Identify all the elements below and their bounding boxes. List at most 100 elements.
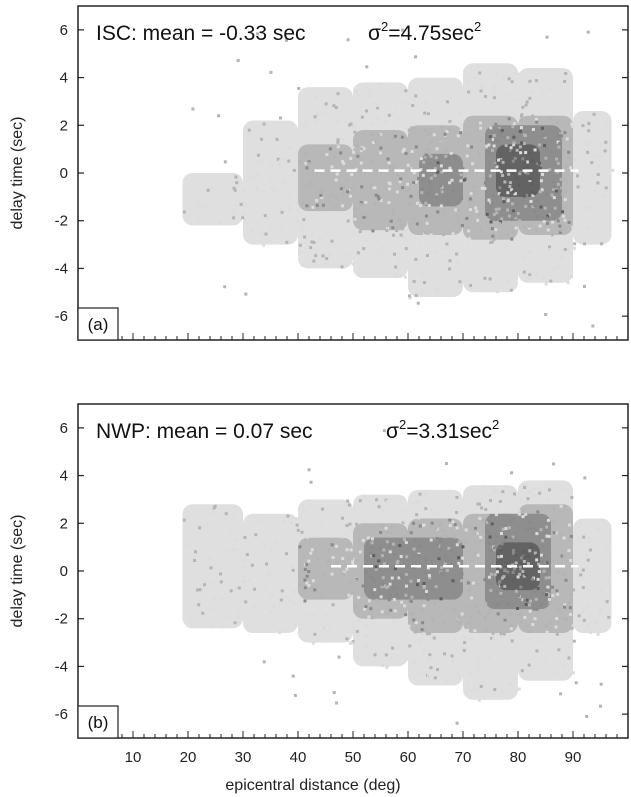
outlier-dot-16 bbox=[576, 174, 580, 178]
speckle-dot-10-25 bbox=[434, 156, 438, 160]
speckle-dot-5-0 bbox=[499, 156, 503, 160]
speckle-dot-3-14 bbox=[353, 130, 357, 134]
speckle-dot-2-60 bbox=[340, 265, 344, 269]
speckle-dot-3-46 bbox=[404, 584, 408, 588]
speckle-dot-1-16 bbox=[243, 204, 247, 208]
speckle-dot-9-10 bbox=[359, 201, 363, 205]
speckle-dot-12-0 bbox=[563, 504, 567, 508]
speckle-dot-13-7 bbox=[436, 543, 440, 547]
speckle-dot-3-16 bbox=[373, 234, 377, 238]
speckle-dot-10-39 bbox=[428, 131, 432, 135]
speckle-dot-4-33 bbox=[456, 260, 460, 264]
speckle-dot-3-20 bbox=[363, 495, 367, 499]
speckle-dot-5-23 bbox=[516, 248, 520, 252]
speckle-dot-11-10 bbox=[507, 172, 511, 176]
speckle-dot-14-4 bbox=[543, 133, 547, 137]
speckle-dot-4-56 bbox=[461, 556, 465, 560]
speckle-dot-5-57 bbox=[463, 641, 467, 645]
speckle-dot-6-57 bbox=[559, 132, 563, 136]
speckle-dot-4-70 bbox=[425, 254, 429, 258]
speckle-dot-12-43 bbox=[540, 603, 544, 607]
speckle-dot-5-5 bbox=[476, 64, 480, 68]
speckle-dot-15-9 bbox=[528, 177, 532, 181]
speckle-dot-3-13 bbox=[360, 115, 364, 119]
speckle-dot-4-21 bbox=[412, 660, 416, 664]
speckle-dot-6-25 bbox=[559, 177, 563, 181]
density-band-13 bbox=[419, 153, 463, 207]
speckle-dot-3-41 bbox=[387, 113, 391, 117]
speckle-dot-12-23 bbox=[523, 170, 527, 174]
x-tick-label-6: 70 bbox=[455, 749, 472, 766]
speckle-dot-14-35 bbox=[552, 185, 556, 189]
speckle-dot-6-7 bbox=[562, 148, 566, 152]
speckle-dot-5-35 bbox=[487, 575, 491, 579]
speckle-dot-6-47 bbox=[525, 100, 529, 104]
speckle-dot-12-10 bbox=[551, 585, 555, 589]
speckle-dot-1-25 bbox=[263, 214, 267, 218]
speckle-dot-11-31 bbox=[466, 581, 470, 585]
speckle-dot-4-16 bbox=[419, 157, 423, 161]
speckle-dot-6-1 bbox=[550, 486, 554, 490]
speckle-dot-10-7 bbox=[417, 553, 421, 557]
speckle-dot-5-42 bbox=[506, 191, 510, 195]
speckle-dot-10-22 bbox=[439, 137, 443, 141]
outlier-dot-24 bbox=[528, 629, 532, 633]
speckle-dot-9-4 bbox=[382, 548, 386, 552]
speckle-dot-3-47 bbox=[393, 273, 397, 277]
speckle-dot-7-11 bbox=[587, 623, 591, 627]
speckle-dot-7-20 bbox=[597, 164, 601, 168]
speckle-dot-14-41 bbox=[521, 157, 525, 161]
outlier-dot-33 bbox=[241, 216, 245, 220]
speckle-dot-2-49 bbox=[320, 112, 324, 116]
speckle-dot-11-7 bbox=[474, 604, 478, 608]
density-band-9 bbox=[353, 130, 408, 231]
speckle-dot-9-23 bbox=[356, 154, 360, 158]
speckle-dot-7-13 bbox=[607, 615, 611, 619]
speckle-dot-12-40 bbox=[544, 576, 548, 580]
speckle-dot-6-31 bbox=[528, 273, 532, 277]
speckle-dot-10-42 bbox=[418, 524, 422, 528]
speckle-dot-10-8 bbox=[414, 145, 418, 149]
speckle-dot-4-70 bbox=[426, 566, 430, 570]
speckle-dot-0-22 bbox=[241, 579, 245, 583]
speckle-dot-9-17 bbox=[355, 604, 359, 608]
speckle-dot-11-10 bbox=[504, 615, 508, 619]
speckle-dot-14-11 bbox=[538, 166, 542, 170]
speckle-dot-14-18 bbox=[490, 201, 494, 205]
outlier-dot-14 bbox=[444, 462, 448, 466]
speckle-dot-14-33 bbox=[518, 170, 522, 174]
y-tick-label-3: 0 bbox=[60, 563, 68, 580]
speckle-dot-5-43 bbox=[505, 233, 509, 237]
speckle-dot-0-24 bbox=[228, 614, 232, 618]
speckle-dot-5-57 bbox=[483, 276, 487, 280]
speckle-dot-9-30 bbox=[389, 530, 393, 534]
speckle-dot-7-12 bbox=[579, 573, 583, 577]
speckle-dot-6-70 bbox=[555, 632, 559, 636]
speckle-dot-9-35 bbox=[386, 530, 390, 534]
speckle-dot-1-5 bbox=[288, 574, 292, 578]
scatter-speckle bbox=[182, 429, 611, 725]
speckle-dot-7-2 bbox=[599, 142, 603, 146]
speckle-dot-14-13 bbox=[519, 561, 523, 565]
speckle-dot-5-72 bbox=[517, 512, 521, 516]
speckle-dot-8-12 bbox=[303, 586, 307, 590]
speckle-dot-6-6 bbox=[519, 151, 523, 155]
speckle-dot-12-3 bbox=[536, 162, 540, 166]
speckle-dot-14-36 bbox=[554, 189, 558, 193]
density-band-8 bbox=[298, 144, 353, 212]
speckle-dot-2-44 bbox=[307, 559, 311, 563]
speckle-dot-4-9 bbox=[456, 134, 460, 138]
speckle-dot-12-0 bbox=[523, 225, 527, 229]
speckle-dot-11-5 bbox=[473, 552, 477, 556]
speckle-dot-10-15 bbox=[447, 230, 451, 234]
speckle-dot-2-20 bbox=[312, 613, 316, 617]
speckle-dot-9-13 bbox=[370, 183, 374, 187]
outlier-dot-18 bbox=[545, 35, 549, 39]
speckle-dot-9-15 bbox=[389, 219, 393, 223]
speckle-dot-3-20 bbox=[370, 133, 374, 137]
outlier-dot-1 bbox=[198, 588, 202, 592]
speckle-dot-3-19 bbox=[391, 96, 395, 100]
speckle-dot-9-7 bbox=[404, 593, 408, 597]
speckle-dot-11-29 bbox=[490, 227, 494, 231]
speckle-dot-8-14 bbox=[306, 161, 310, 165]
